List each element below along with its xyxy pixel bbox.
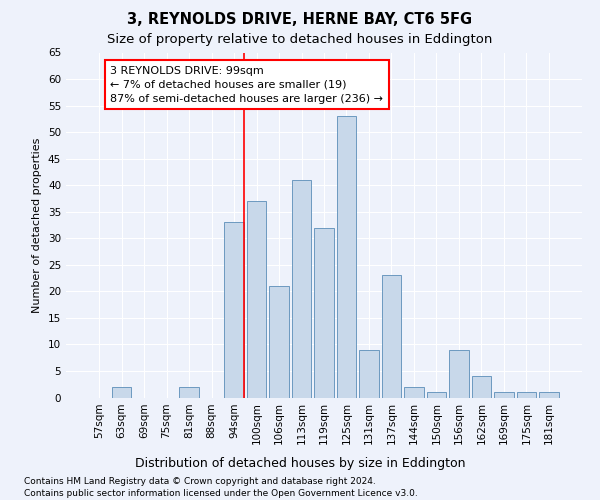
Bar (427, 392, 446, 398)
Bar (382, 276, 401, 398)
Bar (472, 376, 491, 398)
Bar (292, 180, 311, 398)
Y-axis label: Number of detached properties: Number of detached properties (32, 138, 43, 312)
Text: Contains HM Land Registry data © Crown copyright and database right 2024.: Contains HM Land Registry data © Crown c… (24, 478, 376, 486)
Bar (179, 387, 199, 398)
Bar (494, 392, 514, 398)
Bar (449, 350, 469, 398)
Bar (517, 392, 536, 398)
Bar (404, 387, 424, 398)
Bar (337, 116, 356, 398)
Bar (224, 222, 244, 398)
Text: Size of property relative to detached houses in Eddington: Size of property relative to detached ho… (107, 32, 493, 46)
Text: 3 REYNOLDS DRIVE: 99sqm
← 7% of detached houses are smaller (19)
87% of semi-det: 3 REYNOLDS DRIVE: 99sqm ← 7% of detached… (110, 66, 383, 104)
Text: Distribution of detached houses by size in Eddington: Distribution of detached houses by size … (135, 458, 465, 470)
Bar (269, 286, 289, 398)
Text: 3, REYNOLDS DRIVE, HERNE BAY, CT6 5FG: 3, REYNOLDS DRIVE, HERNE BAY, CT6 5FG (127, 12, 473, 28)
Bar (359, 350, 379, 398)
Bar (247, 201, 266, 398)
Bar (112, 387, 131, 398)
Text: Contains public sector information licensed under the Open Government Licence v3: Contains public sector information licen… (24, 489, 418, 498)
Bar (314, 228, 334, 398)
Bar (539, 392, 559, 398)
